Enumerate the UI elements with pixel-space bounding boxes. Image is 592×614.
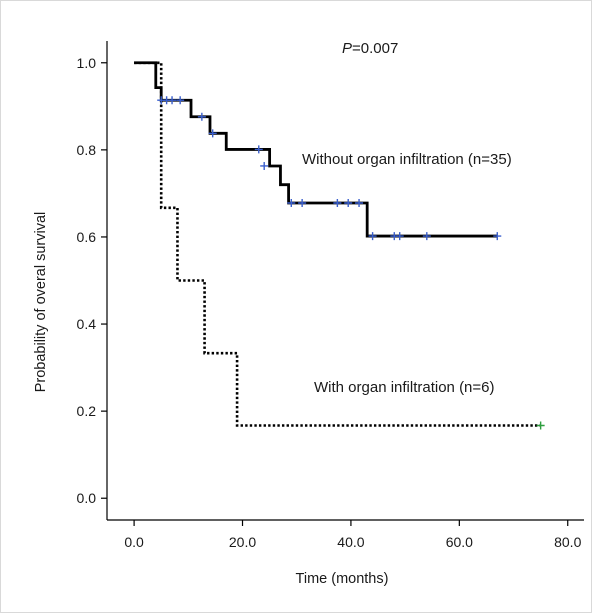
censor-marks [157, 96, 545, 430]
axis-ticks: 0.0 20.0 40.0 60.0 80.0 0.0 0.2 0.4 0.6 0.8 1.0 [77, 55, 582, 550]
censor-mark [368, 232, 377, 241]
survival-curve-with-infiltration [134, 61, 541, 427]
x-tick-label: 80.0 [554, 534, 581, 550]
censor-mark [168, 96, 177, 105]
y-tick-label: 0.2 [77, 403, 97, 419]
censor-mark [422, 232, 431, 241]
series-label-with-infiltration: With organ infiltration (n=6) [314, 379, 495, 396]
y-tick-label: 0.0 [77, 490, 97, 506]
censor-mark [355, 198, 364, 207]
x-tick-label: 20.0 [229, 534, 256, 550]
censor-mark [254, 145, 263, 154]
p-value-label: P=0.007 [342, 40, 398, 57]
y-axis-title: Probability of overal survival [33, 212, 49, 393]
censor-mark [298, 198, 307, 207]
censor-mark [395, 232, 404, 241]
x-tick-label: 0.0 [124, 534, 144, 550]
y-tick-label: 0.8 [77, 142, 97, 158]
p-value-number: =0.007 [352, 40, 398, 57]
censor-mark [260, 161, 269, 170]
censor-mark [197, 112, 206, 121]
y-tick-label: 1.0 [77, 55, 97, 71]
x-tick-label: 60.0 [446, 534, 473, 550]
censor-mark [208, 129, 217, 138]
censor-mark [493, 232, 502, 241]
curves [134, 61, 541, 427]
censor-mark [287, 198, 296, 207]
x-axis-title: Time (months) [296, 571, 389, 587]
x-tick-label: 40.0 [337, 534, 364, 550]
censor-mark [344, 198, 353, 207]
survival-curve-without-infiltration [134, 61, 498, 238]
censor-mark [333, 198, 342, 207]
y-tick-label: 0.6 [77, 229, 97, 245]
p-value-symbol: P [342, 40, 352, 57]
y-tick-label: 0.4 [77, 316, 97, 332]
axes [106, 41, 584, 521]
censor-mark [536, 421, 545, 430]
series-label-without-infiltration: Without organ infiltration (n=35) [302, 151, 512, 168]
censor-mark [176, 96, 185, 105]
